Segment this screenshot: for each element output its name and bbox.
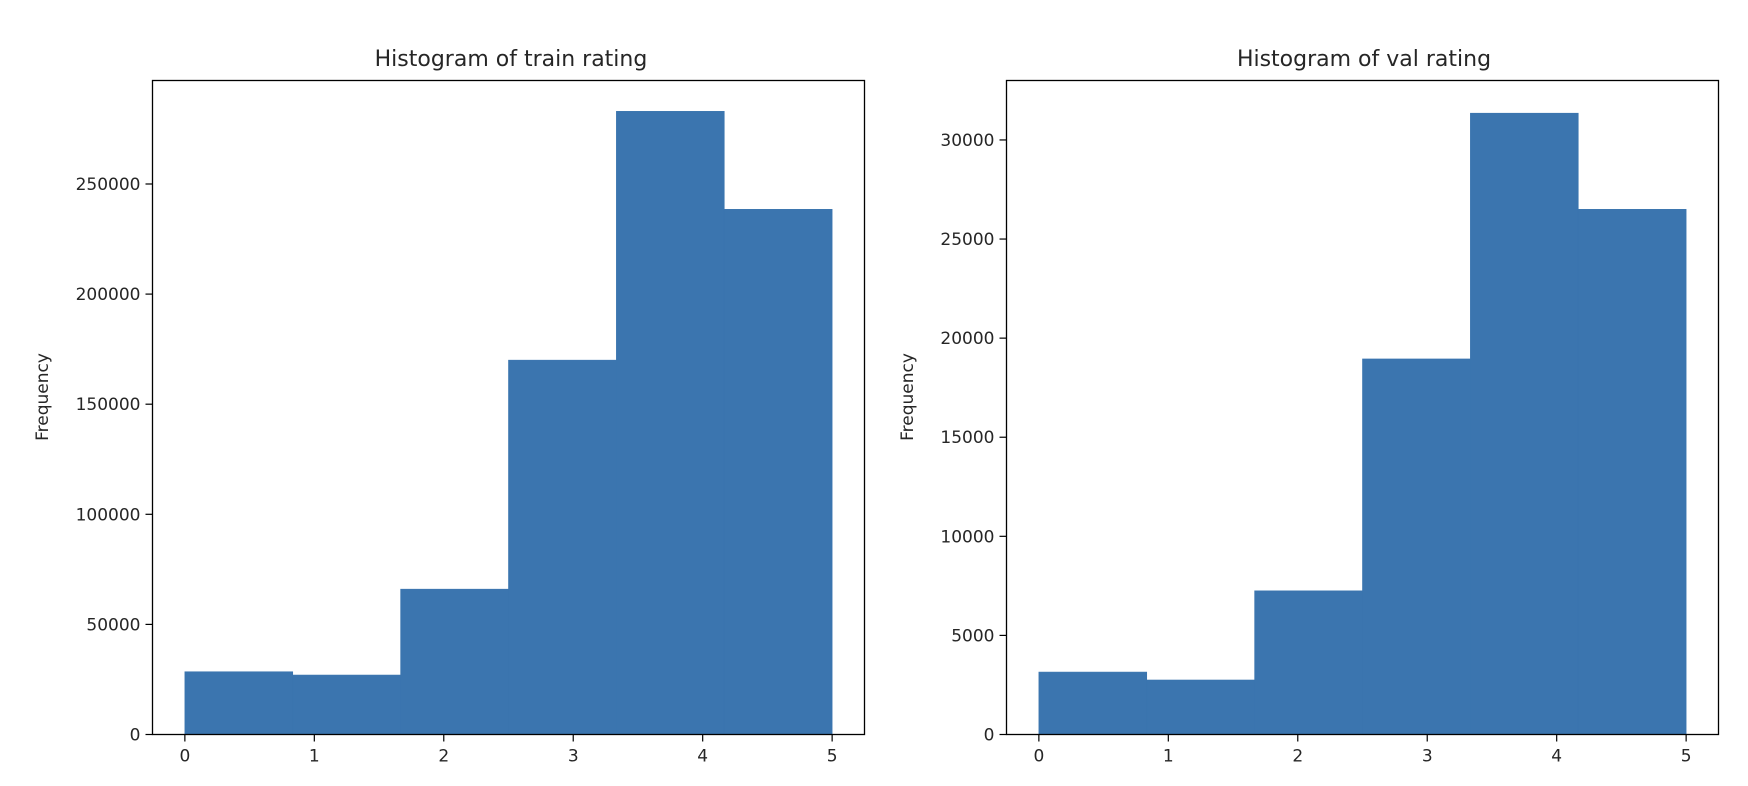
histogram-bar <box>292 674 401 735</box>
x-tick-label: 4 <box>1551 747 1562 767</box>
train-rating-histogram: Histogram of train rating Frequency 0500… <box>33 47 866 767</box>
y-tick-label: 0 <box>130 726 141 746</box>
y-axis-label: Frequency <box>33 353 53 441</box>
x-tick-label: 1 <box>309 747 320 767</box>
histogram-bar <box>1254 590 1363 735</box>
x-tick-label: 1 <box>1163 747 1174 767</box>
y-ticks: 0 50000 100000 150000 200000 250000 <box>76 175 153 746</box>
val-rating-histogram: Histogram of val rating Frequency 0 5000 1… <box>898 47 1720 767</box>
y-axis-label: Frequency <box>898 353 918 441</box>
histogram-bar <box>723 209 833 735</box>
x-tick-label: 0 <box>179 747 190 767</box>
x-tick-label: 4 <box>697 747 708 767</box>
histogram-bar <box>1577 209 1687 735</box>
y-tick-label: 25000 <box>940 230 994 250</box>
histogram-bar <box>508 359 617 735</box>
histogram-bar <box>1038 671 1148 735</box>
y-tick-label: 50000 <box>86 615 140 635</box>
histogram-bar <box>616 111 725 735</box>
x-tick-label: 0 <box>1033 747 1044 767</box>
y-tick-label: 15000 <box>940 428 994 448</box>
y-tick-label: 100000 <box>76 505 141 525</box>
y-ticks: 0 5000 10000 15000 20000 25000 30000 <box>940 131 1007 746</box>
x-tick-label: 5 <box>827 747 838 767</box>
x-ticks: 0 1 2 3 4 5 <box>1033 734 1692 767</box>
y-tick-label: 150000 <box>76 395 141 415</box>
x-ticks: 0 1 2 3 4 5 <box>179 734 838 767</box>
bars <box>184 111 833 735</box>
x-tick-label: 2 <box>1292 747 1303 767</box>
histogram-bar <box>400 588 509 735</box>
x-tick-label: 3 <box>1422 747 1433 767</box>
x-tick-label: 2 <box>438 747 449 767</box>
x-tick-label: 5 <box>1681 747 1692 767</box>
histogram-bar <box>1146 679 1255 735</box>
y-tick-label: 200000 <box>76 285 141 305</box>
histogram-bar <box>1362 358 1471 735</box>
x-tick-label: 3 <box>568 747 579 767</box>
chart-title: Histogram of train rating <box>375 47 648 72</box>
y-tick-label: 250000 <box>76 175 141 195</box>
histogram-bar <box>184 671 294 735</box>
y-tick-label: 0 <box>984 726 995 746</box>
chart-title: Histogram of val rating <box>1237 47 1491 72</box>
y-tick-label: 30000 <box>940 131 994 151</box>
axes-frame <box>151 79 866 736</box>
bars <box>1038 112 1687 735</box>
y-tick-label: 10000 <box>940 527 994 547</box>
y-tick-label: 5000 <box>951 626 994 646</box>
y-tick-label: 20000 <box>940 329 994 349</box>
histogram-bar <box>1470 112 1579 735</box>
axes-frame <box>1005 79 1720 736</box>
